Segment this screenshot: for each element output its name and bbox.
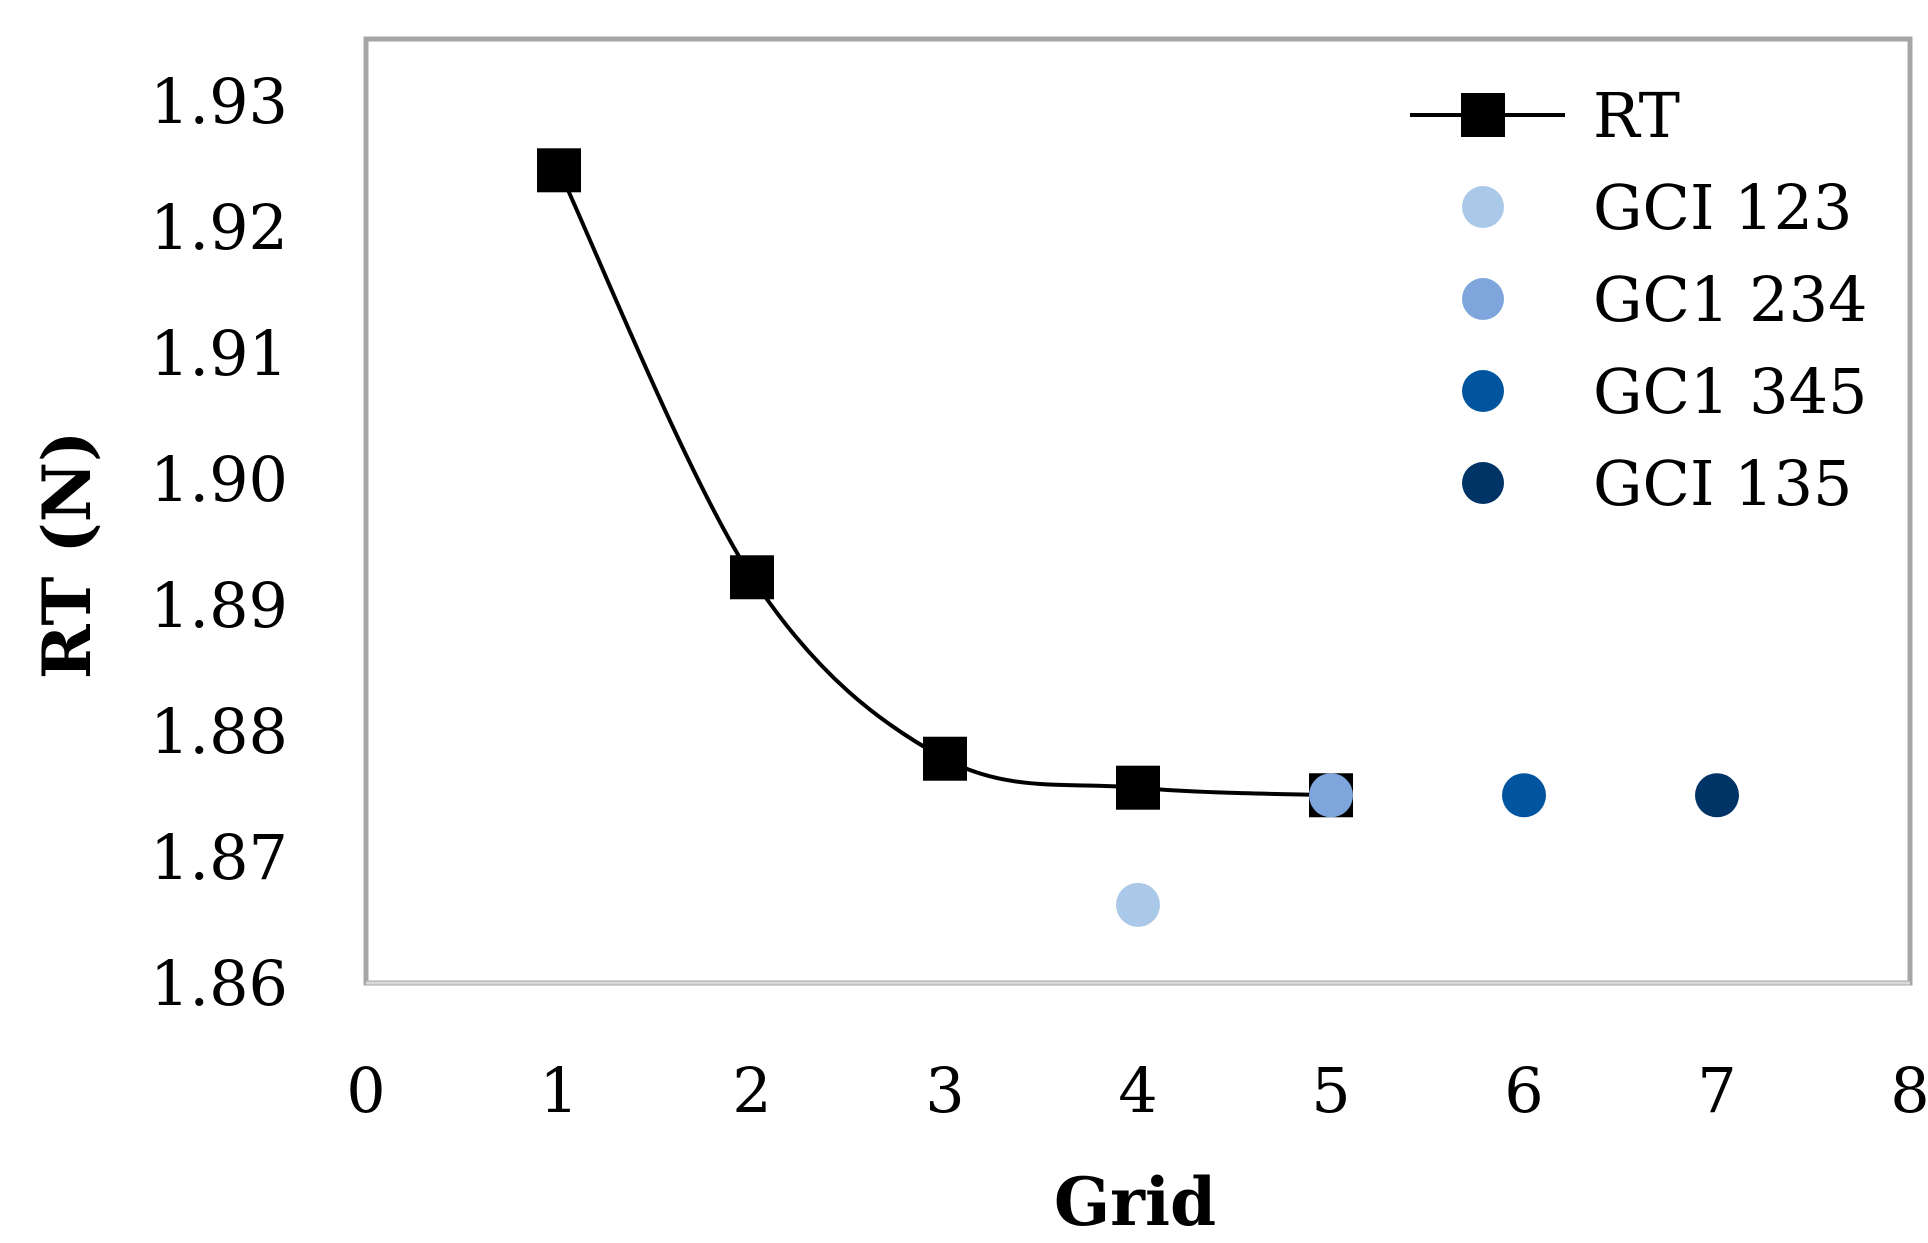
legend: RT GCI 123 GC1 234 GC1 345 GCI 135 [1410, 79, 1867, 520]
y-tick-label: 1.86 [150, 947, 288, 1020]
y-tick-label: 1.87 [150, 821, 288, 894]
y-tick-label: 1.91 [150, 317, 288, 390]
x-tick-label: 2 [732, 1054, 771, 1127]
gci-circle-marker [1502, 773, 1546, 818]
rt-square-marker [1116, 765, 1160, 810]
legend-label: GC1 234 [1593, 263, 1867, 336]
legend-square-swatch [1461, 93, 1505, 137]
legend-circle-swatch [1462, 278, 1504, 320]
x-tick-label: 6 [1504, 1054, 1543, 1127]
gci-circle-marker [1116, 882, 1160, 927]
legend-circle-swatch [1462, 462, 1504, 504]
x-tick-label: 5 [1311, 1054, 1350, 1127]
y-tick-labels: 1.86 1.87 1.88 1.89 1.90 1.91 1.92 1.93 [150, 65, 288, 1020]
series-line-0 [557, 169, 1332, 798]
legend-circle-swatch [1462, 370, 1504, 412]
rt-square-marker [923, 736, 967, 781]
x-tick-label: 8 [1890, 1054, 1928, 1127]
gci-circle-marker [1695, 773, 1739, 818]
x-axis-title: Grid [1054, 1163, 1216, 1241]
y-tick-label: 1.88 [150, 695, 288, 768]
legend-label: GC1 345 [1593, 355, 1867, 428]
x-tick-label: 1 [539, 1054, 578, 1127]
x-tick-labels: 0 1 2 3 4 5 6 7 8 [346, 1054, 1928, 1127]
legend-label: RT [1593, 79, 1680, 152]
legend-label: GCI 123 [1593, 171, 1853, 244]
y-tick-label: 1.92 [150, 191, 288, 264]
y-tick-label: 1.89 [150, 569, 288, 642]
rt-square-marker [730, 555, 774, 600]
y-axis-title: RT (N) [28, 431, 106, 680]
x-tick-label: 7 [1697, 1054, 1736, 1127]
gci-circle-marker [1309, 773, 1353, 818]
y-tick-label: 1.90 [150, 443, 288, 516]
rt-square-marker [537, 148, 581, 193]
y-tick-label: 1.93 [150, 65, 288, 138]
x-tick-label: 4 [1118, 1054, 1157, 1127]
x-tick-label: 0 [346, 1054, 385, 1127]
legend-label: GCI 135 [1593, 447, 1853, 520]
series-layer [537, 148, 1739, 927]
x-tick-label: 3 [925, 1054, 964, 1127]
legend-circle-swatch [1462, 186, 1504, 228]
